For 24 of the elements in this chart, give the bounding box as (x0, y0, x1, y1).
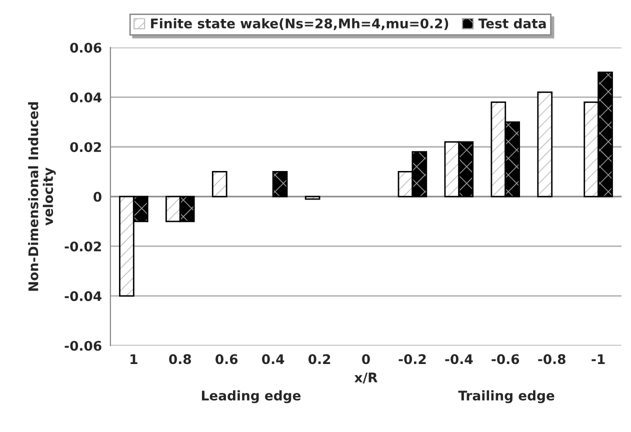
legend-label: Finite state wake(Ns=28,Mh=4,mu=0.2) (151, 18, 448, 30)
x-tick-label: 0.8 (169, 354, 191, 364)
text: Trailing edge (458, 390, 554, 404)
y-tick-label: 0.02 (70, 142, 101, 152)
x-tick-label: 0.6 (216, 354, 238, 364)
x-tick-label: -0.8 (538, 354, 566, 364)
y-tick-label: 0.04 (70, 92, 102, 102)
y-tick-label: -0.06 (64, 340, 102, 351)
x-tick-label: 0 (362, 354, 370, 364)
legend-label: Test data (478, 18, 546, 28)
x-tick-label: 0.4 (262, 354, 284, 364)
x-tick-label: -0.4 (445, 354, 473, 364)
y-tick-label: -0.04 (64, 291, 102, 302)
y-tick-label: 0.06 (70, 42, 102, 53)
x-tick-label: -0.2 (398, 354, 426, 364)
x-tick-label: 1 (130, 354, 138, 364)
y-axis-title: Non-Dimensional Induced velocity (28, 102, 56, 291)
y-tick-label: -0.02 (64, 241, 101, 252)
x-tick-label: -0.6 (492, 354, 520, 364)
text: Leading edge (202, 390, 301, 404)
x-tick-label: 0.2 (308, 354, 330, 364)
x-axis-title: x/R (354, 372, 378, 384)
x-tick-label: -1 (592, 354, 605, 364)
y-tick-label: 0 (94, 192, 102, 202)
